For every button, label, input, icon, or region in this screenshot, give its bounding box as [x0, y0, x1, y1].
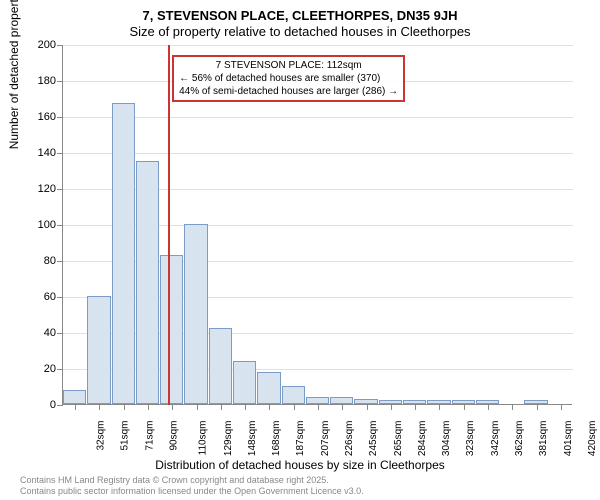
x-tick [512, 404, 513, 410]
gridline [63, 45, 573, 46]
x-tick-label: 148sqm [247, 421, 258, 457]
x-tick [488, 404, 489, 410]
histogram-bar [306, 397, 329, 404]
x-tick [124, 404, 125, 410]
x-tick-label: 226sqm [344, 421, 355, 457]
annotation-box: 7 STEVENSON PLACE: 112sqm ← 56% of detac… [172, 55, 405, 102]
x-tick [99, 404, 100, 410]
x-tick-label: 401sqm [563, 421, 574, 457]
footer-line2: Contains public sector information licen… [20, 486, 364, 497]
x-tick [245, 404, 246, 410]
x-tick-label: 381sqm [538, 421, 549, 457]
x-tick-label: 51sqm [120, 421, 131, 451]
x-tick-label: 168sqm [271, 421, 282, 457]
y-tick-label: 160 [26, 111, 56, 123]
y-tick [57, 153, 63, 154]
histogram-bar [160, 255, 183, 404]
x-tick-label: 420sqm [587, 421, 598, 457]
x-tick [318, 404, 319, 410]
chart-title-line1: 7, STEVENSON PLACE, CLEETHORPES, DN35 9J… [0, 8, 600, 23]
plot-area: 7 STEVENSON PLACE: 112sqm ← 56% of detac… [62, 45, 572, 405]
gridline [63, 117, 573, 118]
x-tick-label: 362sqm [514, 421, 525, 457]
histogram-bar [233, 361, 256, 404]
y-tick-label: 0 [26, 399, 56, 411]
x-tick-label: 265sqm [393, 421, 404, 457]
x-tick [294, 404, 295, 410]
y-tick-label: 20 [26, 363, 56, 375]
histogram-bar [63, 390, 86, 404]
y-tick-label: 40 [26, 327, 56, 339]
x-tick-label: 284sqm [417, 421, 428, 457]
x-tick-label: 90sqm [169, 421, 180, 451]
annotation-line3: 44% of semi-detached houses are larger (… [179, 85, 398, 98]
histogram-bar [282, 386, 305, 404]
x-tick [367, 404, 368, 410]
x-axis-title: Distribution of detached houses by size … [0, 458, 600, 472]
x-tick-label: 110sqm [198, 421, 209, 456]
y-tick-label: 200 [26, 39, 56, 51]
x-tick [561, 404, 562, 410]
histogram-bar [330, 397, 353, 404]
annotation-line2: ← 56% of detached houses are smaller (37… [179, 72, 398, 85]
reference-line [168, 45, 170, 405]
x-tick-label: 71sqm [144, 421, 155, 451]
y-tick [57, 45, 63, 46]
histogram-bar [209, 328, 232, 404]
x-tick [75, 404, 76, 410]
y-tick-label: 80 [26, 255, 56, 267]
y-tick [57, 297, 63, 298]
y-tick [57, 81, 63, 82]
y-tick [57, 333, 63, 334]
annotation-line1: 7 STEVENSON PLACE: 112sqm [179, 59, 398, 72]
y-tick-label: 180 [26, 75, 56, 87]
histogram-bar [87, 296, 110, 404]
x-tick [464, 404, 465, 410]
x-tick-label: 207sqm [320, 421, 331, 457]
y-tick-label: 140 [26, 147, 56, 159]
x-tick [439, 404, 440, 410]
x-tick-label: 323sqm [466, 421, 477, 457]
histogram-bar [136, 161, 159, 404]
histogram-bar [257, 372, 280, 404]
y-tick [57, 369, 63, 370]
x-tick [148, 404, 149, 410]
gridline [63, 153, 573, 154]
x-tick [221, 404, 222, 410]
x-tick [172, 404, 173, 410]
y-tick [57, 261, 63, 262]
y-tick-label: 120 [26, 183, 56, 195]
x-tick [342, 404, 343, 410]
y-axis-title: Number of detached properties [7, 0, 21, 149]
y-tick [57, 405, 63, 406]
histogram-bar [184, 224, 207, 404]
x-tick [269, 404, 270, 410]
x-tick [415, 404, 416, 410]
y-tick [57, 189, 63, 190]
y-tick [57, 225, 63, 226]
x-tick [537, 404, 538, 410]
y-tick-label: 60 [26, 291, 56, 303]
histogram-bar [112, 103, 135, 404]
footer: Contains HM Land Registry data © Crown c… [20, 475, 364, 497]
footer-line1: Contains HM Land Registry data © Crown c… [20, 475, 364, 486]
chart-title-line2: Size of property relative to detached ho… [0, 24, 600, 39]
x-tick [197, 404, 198, 410]
y-tick-label: 100 [26, 219, 56, 231]
x-tick-label: 32sqm [96, 421, 107, 451]
y-tick [57, 117, 63, 118]
chart-container: 7, STEVENSON PLACE, CLEETHORPES, DN35 9J… [0, 0, 600, 500]
x-tick [391, 404, 392, 410]
x-tick-label: 129sqm [223, 421, 234, 457]
x-tick-label: 187sqm [296, 421, 307, 457]
x-tick-label: 342sqm [490, 421, 501, 457]
x-tick-label: 304sqm [441, 421, 452, 457]
x-tick-label: 245sqm [368, 421, 379, 457]
